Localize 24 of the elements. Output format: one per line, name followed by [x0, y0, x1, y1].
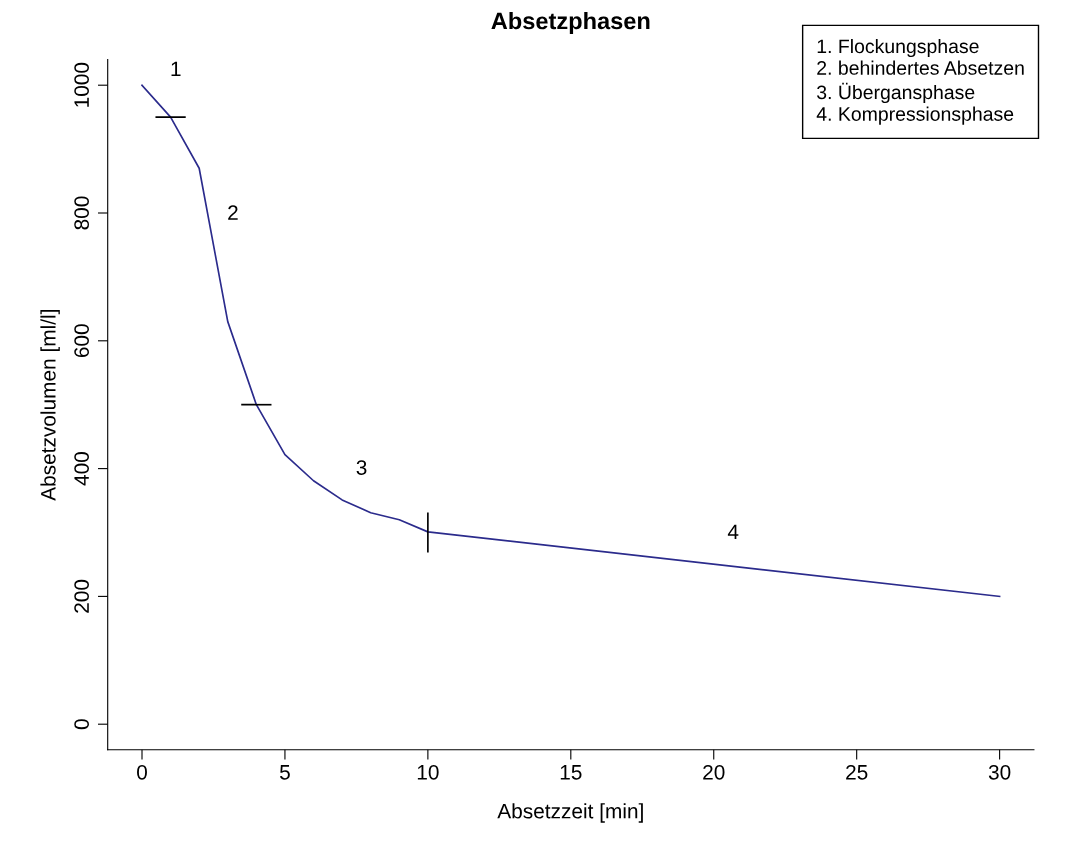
y-tick-label: 1000 [74, 62, 89, 107]
x-tick-label: 5 [279, 765, 290, 780]
annotation: 2. behindertes Absetzen [817, 60, 1024, 75]
x-tick-label: 25 [846, 764, 868, 780]
chart-title: Absetzphasen [491, 11, 650, 34]
y-axis-title: Absetzvolumen [ml/l] [40, 310, 60, 501]
y-tick-label: 800 [74, 196, 89, 230]
annotation: 4 [727, 524, 739, 539]
x-axis-title: Absetzzeit [min] [497, 803, 643, 823]
x-tick-label: 15 [560, 765, 582, 780]
x-tick-label: 30 [988, 764, 1011, 780]
x-tick-label: 0 [137, 764, 147, 780]
x-tick-label: 10 [417, 764, 439, 780]
annotation: 2 [228, 205, 238, 220]
annotation: 4. Kompressionsphase [816, 106, 1014, 125]
y-tick-label: 200 [74, 579, 89, 613]
text: 1. Flockungsphase [817, 38, 979, 58]
annotation: 3. Übergansphase [817, 82, 975, 104]
x-tick-label: 20 [703, 764, 725, 780]
annotation: 1 [171, 61, 181, 77]
y-tick-label: 0 [74, 719, 89, 730]
y-tick-label: 400 [74, 452, 89, 486]
annotation: 3 [356, 460, 367, 475]
y-tick-label: 600 [74, 324, 89, 358]
